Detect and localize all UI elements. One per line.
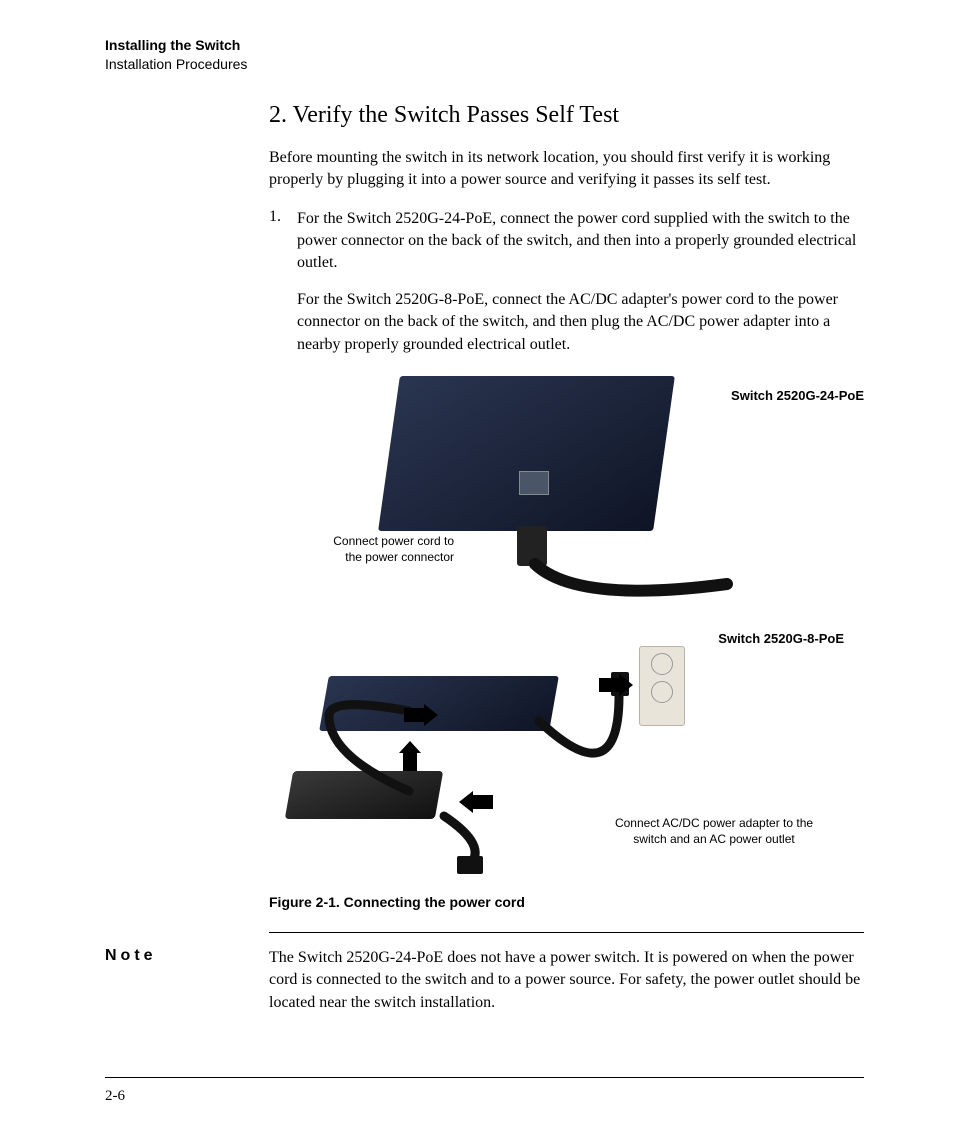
note-text: The Switch 2520G-24-PoE does not have a … bbox=[269, 947, 864, 1014]
page-header: Installing the Switch Installation Proce… bbox=[105, 36, 864, 74]
arrow-icon bbox=[599, 674, 633, 696]
arrow-icon bbox=[459, 791, 493, 813]
step-number: 1. bbox=[269, 208, 297, 275]
page-number: 2-6 bbox=[105, 1088, 125, 1104]
step-1: 1. For the Switch 2520G-24-PoE, connect … bbox=[269, 208, 864, 275]
figure-label-top: Switch 2520G-24-PoE bbox=[731, 388, 864, 403]
header-section: Installation Procedures bbox=[105, 55, 864, 74]
figure-label-bottom: Switch 2520G-8-PoE bbox=[718, 631, 844, 646]
page: Installing the Switch Installation Proce… bbox=[0, 0, 954, 1145]
main-content: 2. Verify the Switch Passes Self Test Be… bbox=[269, 102, 864, 910]
figure-caption: Figure 2-1. Connecting the power cord bbox=[269, 894, 864, 910]
header-chapter: Installing the Switch bbox=[105, 36, 864, 55]
arrow-icon bbox=[404, 704, 438, 726]
intro-paragraph: Before mounting the switch in its networ… bbox=[269, 147, 864, 192]
arrow-icon bbox=[399, 741, 421, 771]
step-text-a: For the Switch 2520G-24-PoE, connect the… bbox=[297, 208, 864, 275]
power-connector-24 bbox=[519, 471, 549, 495]
figure-2-1: Switch 2520G-24-PoE Connect power cord t… bbox=[269, 376, 864, 886]
note-block: Note The Switch 2520G-24-PoE does not ha… bbox=[269, 932, 864, 1014]
note-label: Note bbox=[105, 947, 269, 1014]
switch-24-image bbox=[378, 376, 675, 531]
page-footer: 2-6 bbox=[105, 1077, 864, 1105]
power-cord-24 bbox=[517, 534, 737, 604]
figure-callout-top: Connect power cord to the power connecto… bbox=[324, 534, 454, 565]
figure-callout-bottom: Connect AC/DC power adapter to the switc… bbox=[599, 816, 829, 847]
step-text-b: For the Switch 2520G-8-PoE, connect the … bbox=[297, 289, 864, 356]
section-title: 2. Verify the Switch Passes Self Test bbox=[269, 102, 864, 129]
